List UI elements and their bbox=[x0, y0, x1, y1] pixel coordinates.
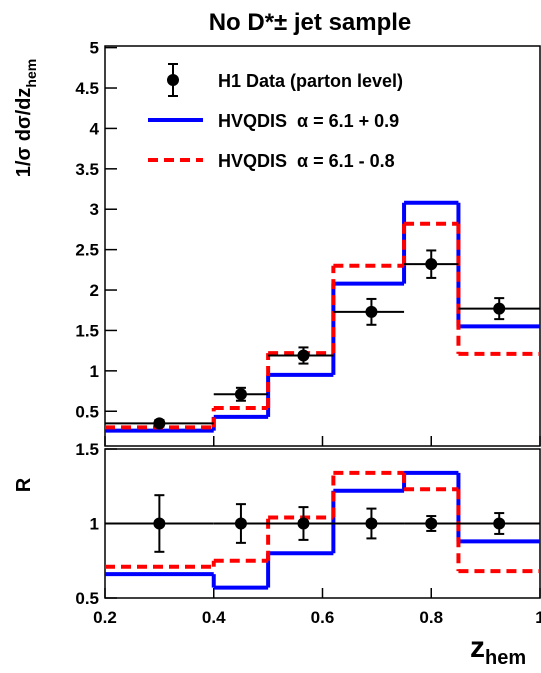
y-tick-label: 4.5 bbox=[75, 79, 99, 98]
y-axis-label: R bbox=[13, 477, 35, 492]
y-tick-label: 5 bbox=[90, 39, 99, 58]
legend-label: HVQDIS α = 6.1 + 0.9 bbox=[218, 111, 399, 131]
y-tick-label: 1 bbox=[90, 515, 99, 534]
y-tick-label: 1 bbox=[90, 362, 99, 381]
data-point bbox=[234, 517, 247, 530]
data-point bbox=[297, 517, 310, 530]
y-tick-label: 1.5 bbox=[75, 440, 99, 459]
chart-title: No D*± jet sample bbox=[209, 9, 412, 36]
y-tick-label: 2.5 bbox=[75, 241, 99, 260]
y-axis-label-main: 1/σ dσ/dz bbox=[13, 88, 35, 178]
x-axis-label-sub: hem bbox=[485, 647, 526, 669]
y-tick-label: 4 bbox=[90, 119, 100, 138]
y-tick-label: 2 bbox=[90, 281, 99, 300]
data-point bbox=[493, 302, 506, 315]
legend-label: H1 Data (parton level) bbox=[218, 71, 403, 91]
data-point bbox=[425, 517, 438, 530]
y-tick-label: 3 bbox=[90, 200, 99, 219]
data-point bbox=[153, 517, 166, 530]
y-tick-label: 3.5 bbox=[75, 160, 99, 179]
data-point bbox=[365, 517, 378, 530]
legend-marker bbox=[167, 74, 179, 86]
y-tick-label: 1.5 bbox=[75, 321, 99, 340]
legend-label: HVQDIS α = 6.1 - 0.8 bbox=[218, 151, 395, 171]
x-axis-label: zhem bbox=[470, 631, 526, 669]
data-point bbox=[297, 349, 310, 362]
x-axis-label-main: z bbox=[470, 631, 485, 664]
x-tick-label: 0.2 bbox=[93, 608, 117, 627]
y-tick-label: 0.5 bbox=[75, 402, 99, 421]
data-point bbox=[365, 305, 378, 318]
data-point bbox=[153, 417, 166, 430]
x-tick-label: 0.8 bbox=[419, 608, 443, 627]
y-tick-label: 0.5 bbox=[75, 589, 99, 608]
y-axis-label: 1/σ dσ/dzhem bbox=[13, 59, 39, 177]
x-tick-label: 0.6 bbox=[311, 608, 335, 627]
data-point bbox=[425, 258, 438, 271]
x-tick-label: 0.4 bbox=[202, 608, 226, 627]
data-point bbox=[234, 388, 247, 401]
x-tick-label: 1 bbox=[535, 608, 541, 627]
y-axis-label-main: R bbox=[13, 477, 35, 492]
y-axis-label-sub: hem bbox=[23, 59, 39, 88]
data-point bbox=[493, 517, 506, 530]
